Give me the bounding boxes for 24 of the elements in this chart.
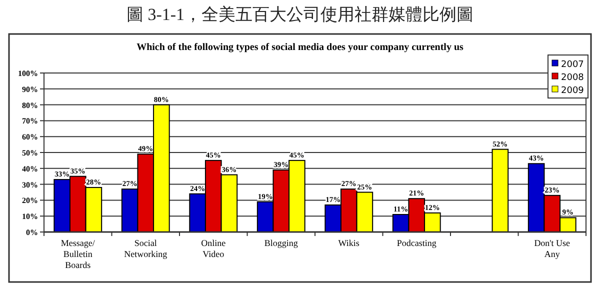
x-tick-label: Don't Use Any — [534, 238, 570, 259]
y-tick-label: 100% — [18, 69, 38, 78]
x-tick-label: Online Video — [201, 238, 226, 259]
y-tick-label: 0% — [26, 228, 38, 237]
x-tick-label: Wikis — [338, 238, 360, 248]
y-tick-label: 60% — [22, 132, 38, 142]
chart-title: 圖 3-1-1，全美五百大公司使用社群媒體比例圖 — [126, 5, 474, 24]
y-tick-label: 20% — [22, 196, 38, 206]
x-tick-label: Message/ Bulletin Boards — [60, 238, 96, 270]
bar — [492, 148, 509, 232]
y-tick-label: 90% — [22, 84, 38, 94]
x-tick-label: Blogging — [264, 238, 298, 248]
chart-subtitle: Which of the following types of social media does your company currently us — [136, 42, 464, 53]
y-tick-label: 50% — [22, 148, 38, 158]
legend-label: 2007 — [561, 60, 584, 70]
y-tick-label: 10% — [22, 212, 38, 222]
x-tick-label: Social Networking — [124, 238, 168, 259]
legend-label: 2009 — [561, 86, 584, 96]
y-tick-label: 80% — [22, 100, 38, 110]
y-tick-label: 70% — [22, 116, 38, 126]
y-tick-label: 40% — [22, 164, 38, 174]
x-tick-label: Podcasting — [396, 238, 437, 248]
legend-label: 2008 — [561, 73, 584, 83]
y-tick-label: 30% — [22, 180, 38, 190]
